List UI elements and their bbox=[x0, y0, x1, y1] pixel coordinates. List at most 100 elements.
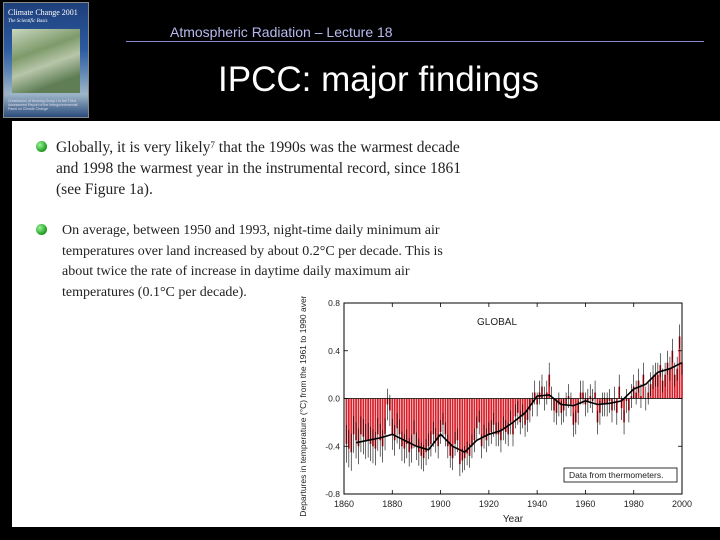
data-bar bbox=[401, 398, 403, 447]
data-bar bbox=[461, 398, 464, 461]
data-bar bbox=[473, 398, 476, 441]
data-bar bbox=[512, 398, 514, 435]
data-bar bbox=[497, 398, 500, 435]
data-bar bbox=[572, 398, 575, 425]
global-temperature-chart: 1860 1880 1900 1920 1940 1960 1980 2000 0.8 0.4 0… bbox=[298, 296, 692, 525]
data-bar bbox=[463, 398, 466, 459]
x-tick-label: 1980 bbox=[624, 499, 644, 509]
data-bar bbox=[403, 398, 406, 449]
data-bar bbox=[466, 398, 468, 454]
figure-panel: Globally, it is very likely7 that the 19… bbox=[12, 121, 720, 527]
bullet-text-1: Globally, it is very likely7 that the 19… bbox=[56, 139, 462, 198]
slide-title: IPCC: major findings bbox=[218, 60, 539, 99]
data-bar bbox=[362, 398, 365, 437]
data-bar bbox=[471, 398, 473, 447]
data-bar bbox=[372, 398, 374, 447]
footnote-marker: 7 bbox=[210, 140, 215, 150]
data-bar bbox=[417, 398, 420, 453]
chart-annotation: Data from thermometers. bbox=[569, 470, 663, 480]
cover-landscape-picture bbox=[12, 29, 80, 93]
bullet-icon bbox=[36, 224, 47, 235]
data-bar bbox=[374, 398, 377, 449]
data-bar bbox=[492, 398, 495, 425]
data-bar bbox=[410, 398, 413, 449]
bullet-icon bbox=[36, 141, 47, 152]
data-bar bbox=[434, 398, 437, 441]
cover-footer: Contribution of Working Group I to the T… bbox=[8, 99, 78, 111]
y-tick-label: -0.4 bbox=[325, 441, 340, 451]
data-bar bbox=[468, 398, 471, 456]
data-bar bbox=[669, 368, 671, 399]
y-tick-label: -0.8 bbox=[325, 489, 340, 499]
data-bar bbox=[381, 398, 384, 447]
data-bar bbox=[379, 398, 382, 441]
y-tick-label: 0.4 bbox=[328, 346, 340, 356]
legend-box bbox=[563, 467, 678, 483]
data-bar bbox=[507, 398, 510, 435]
data-bar bbox=[432, 398, 435, 435]
header-divider bbox=[126, 41, 704, 42]
x-tick-label: 1960 bbox=[575, 499, 595, 509]
data-bar bbox=[483, 398, 485, 437]
data-bar bbox=[678, 336, 681, 399]
data-bar bbox=[454, 398, 456, 444]
data-bar bbox=[456, 398, 459, 441]
y-tick-label: 0.0 bbox=[328, 394, 340, 404]
data-bar bbox=[393, 398, 396, 441]
data-bar bbox=[490, 398, 493, 432]
data-bar bbox=[444, 398, 447, 435]
lecture-label: Atmospheric Radiation – Lecture 18 bbox=[170, 24, 393, 40]
data-bar bbox=[480, 398, 483, 447]
x-tick-label: 1920 bbox=[479, 499, 499, 509]
data-bar bbox=[376, 398, 379, 435]
data-bar bbox=[420, 398, 423, 456]
data-bar bbox=[384, 398, 386, 435]
data-bar bbox=[425, 398, 427, 453]
data-bar bbox=[442, 398, 444, 425]
y-tick-label: 0.8 bbox=[328, 298, 340, 308]
x-tick-label: 1860 bbox=[334, 499, 354, 509]
cover-subtitle: The Scientific Basis bbox=[8, 19, 48, 24]
data-bar bbox=[504, 398, 507, 432]
x-axis-label: Year bbox=[503, 514, 524, 525]
data-bar bbox=[502, 398, 505, 429]
data-bar bbox=[347, 398, 350, 449]
data-bar bbox=[364, 398, 367, 442]
data-bar bbox=[427, 398, 430, 447]
data-bar bbox=[500, 398, 502, 441]
data-bar bbox=[671, 350, 674, 399]
data-bar bbox=[449, 398, 452, 456]
y-axis-label: Departures in temperature (°C) from the … bbox=[298, 296, 308, 517]
data-bar bbox=[439, 398, 442, 432]
data-bar bbox=[415, 398, 418, 447]
data-bar bbox=[459, 398, 461, 465]
cover-title: Climate Change 2001 bbox=[8, 8, 78, 17]
data-bar bbox=[345, 398, 348, 444]
data-bar bbox=[422, 398, 425, 459]
data-bar bbox=[485, 398, 488, 441]
data-bar bbox=[360, 398, 362, 435]
data-bar bbox=[350, 398, 353, 453]
data-bar bbox=[446, 398, 449, 447]
report-cover-image: Climate Change 2001 The Scientific Basis… bbox=[3, 2, 89, 118]
data-bar bbox=[437, 398, 440, 447]
data-bar bbox=[413, 398, 415, 435]
data-bar bbox=[367, 398, 370, 441]
smoothed-curve bbox=[355, 361, 683, 454]
x-tick-label: 1900 bbox=[431, 499, 451, 509]
data-bar bbox=[405, 398, 408, 444]
data-bar bbox=[676, 368, 679, 399]
data-bar bbox=[355, 398, 357, 441]
data-bar bbox=[430, 398, 432, 444]
bullet-text-2: On average, between 1950 and 1993, night… bbox=[62, 223, 443, 300]
data-bar bbox=[369, 398, 372, 444]
data-bar bbox=[495, 398, 497, 435]
data-bar bbox=[475, 398, 478, 429]
data-bar bbox=[357, 398, 360, 447]
data-bar bbox=[666, 362, 669, 399]
data-bar bbox=[487, 398, 490, 435]
data-bar bbox=[398, 398, 401, 435]
x-tick-label: 1880 bbox=[382, 499, 402, 509]
x-tick-label: 1940 bbox=[527, 499, 547, 509]
chart-title: GLOBAL bbox=[477, 317, 517, 328]
